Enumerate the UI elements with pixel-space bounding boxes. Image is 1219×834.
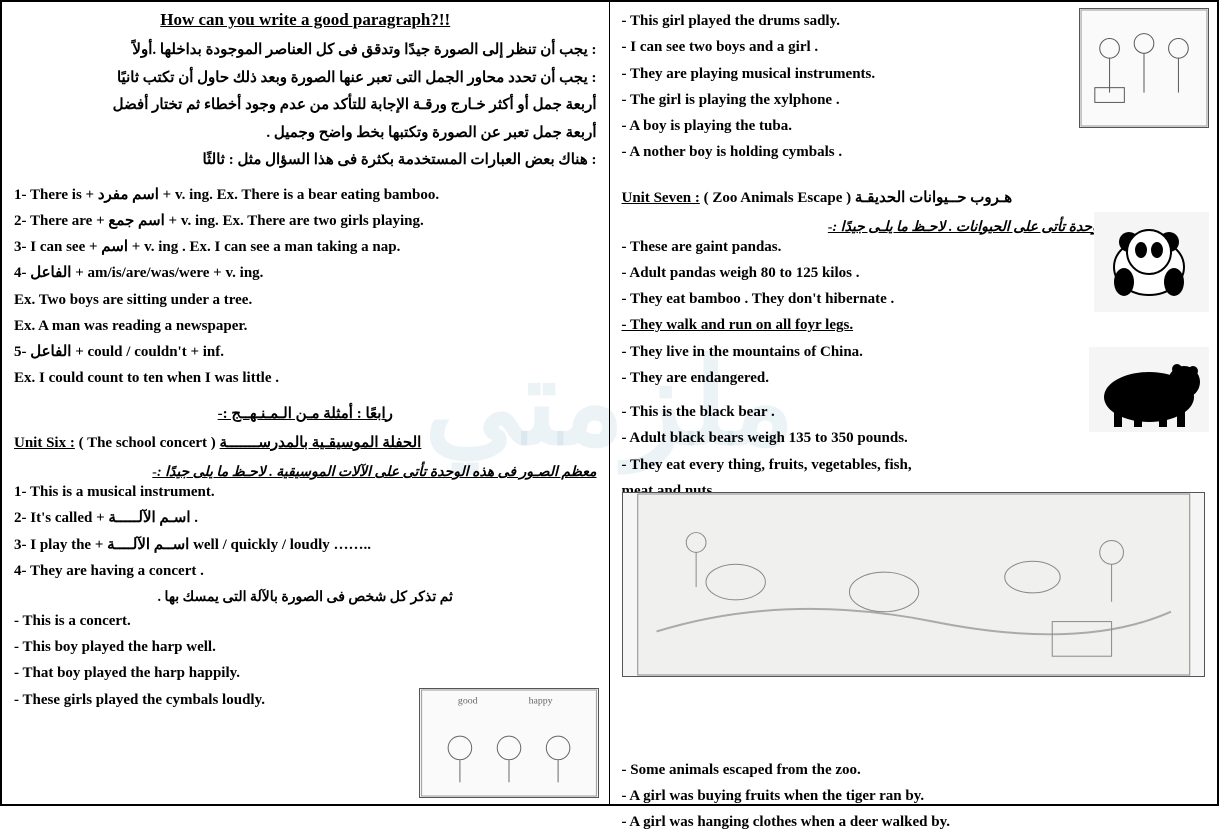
page-title: How can you write a good paragraph?!! <box>14 10 597 30</box>
music-1: 1- This is a musical instrument. <box>14 481 597 504</box>
bear-3: - They eat every thing, fruits, vegetabl… <box>622 454 1206 477</box>
right-column: - This girl played the drums sadly. - I … <box>610 2 1218 804</box>
panda-4: - They walk and run on all foyr legs. <box>622 314 1206 337</box>
bear-illustration <box>1089 347 1209 432</box>
music-3: 3- I play the + اســم الآلــــة well / q… <box>14 534 597 557</box>
intro-ar-5: : هناك بعض العبارات المستخدمة بكثرة فى ه… <box>14 148 597 174</box>
zoo-escape-illustration <box>622 492 1206 677</box>
unit-seven-label: Unit Seven : <box>622 190 700 206</box>
zoo-1: - Some animals escaped from the zoo. <box>622 759 1206 782</box>
unit-six-ar: الحفلة الموسيقـية بالمدرســـــــة <box>220 435 422 451</box>
rule-5: 5- الفاعل + could / couldn't + inf. <box>14 341 597 364</box>
rule-2: 2- There are + اسم جمع + v. ing. Ex. The… <box>14 210 597 233</box>
svg-text:good: good <box>457 696 477 707</box>
left-column: How can you write a good paragraph?!! : … <box>2 2 610 804</box>
intro-ar-3: أربعة جمل أو أكثر خـارج ورقـة الإجابة لل… <box>14 93 597 119</box>
concert-3: - That boy played the harp happily. <box>14 662 597 685</box>
unit-six-heading: Unit Six : ( The school concert ) الحفلة… <box>14 433 597 452</box>
fourth-heading: رابعًا : أمثلة مـن الـمـنـهــج :- <box>14 402 597 428</box>
music-ar-note: ثم تذكر كل شخص فى الصورة بالآلة التى يمس… <box>14 586 597 610</box>
rule-1: 1- There is + اسم مفرد + v. ing. Ex. The… <box>14 184 597 207</box>
rule-4: 4- الفاعل + am/is/are/was/were + v. ing. <box>14 262 597 285</box>
music-4: 4- They are having a concert . <box>14 560 597 583</box>
music-2: 2- It's called + اسـم الآلـــــة . <box>14 507 597 530</box>
unit-six-en: ( The school concert ) <box>79 435 216 451</box>
example-3: Ex. I could count to ten when I was litt… <box>14 367 597 390</box>
unit-six-note: معظم الصـور فى هذه الوحدة تأتى على الآلا… <box>14 464 597 481</box>
zoo-2: - A girl was buying fruits when the tige… <box>622 785 1206 808</box>
drums-6: - A nother boy is holding cymbals . <box>622 141 1206 164</box>
concert-illustration: good happy <box>419 688 599 798</box>
concert-2: - This boy played the harp well. <box>14 636 597 659</box>
example-1: Ex. Two boys are sitting under a tree. <box>14 289 597 312</box>
svg-text:happy: happy <box>528 696 552 707</box>
unit-six-label: Unit Six : <box>14 435 75 451</box>
unit-seven-en: ( Zoo Animals Escape ) <box>704 190 852 206</box>
zoo-3: - A girl was hanging clothes when a deer… <box>622 811 1206 834</box>
intro-ar-1: : يجب أن تنظر إلى الصورة جيدًا وتدقق فى … <box>14 38 597 64</box>
example-2: Ex. A man was reading a newspaper. <box>14 315 597 338</box>
page: How can you write a good paragraph?!! : … <box>0 0 1219 806</box>
concert-1: - This is a concert. <box>14 610 597 633</box>
rule-3: 3- I can see + اسم + v. ing . Ex. I can … <box>14 236 597 259</box>
intro-ar-4: أربعة جمل تعبر عن الصورة وتكتبها بخط واض… <box>14 121 597 147</box>
intro-ar-2: : يجب أن تحدد محاور الجمل التى تعبر عنها… <box>14 66 597 92</box>
unit-seven-heading: Unit Seven : ( Zoo Animals Escape ) هـرو… <box>622 188 1206 207</box>
panda-illustration <box>1094 212 1209 312</box>
unit-seven-ar: هـروب حــيوانات الحديقـة <box>855 190 1012 206</box>
musicians-illustration <box>1079 8 1209 128</box>
